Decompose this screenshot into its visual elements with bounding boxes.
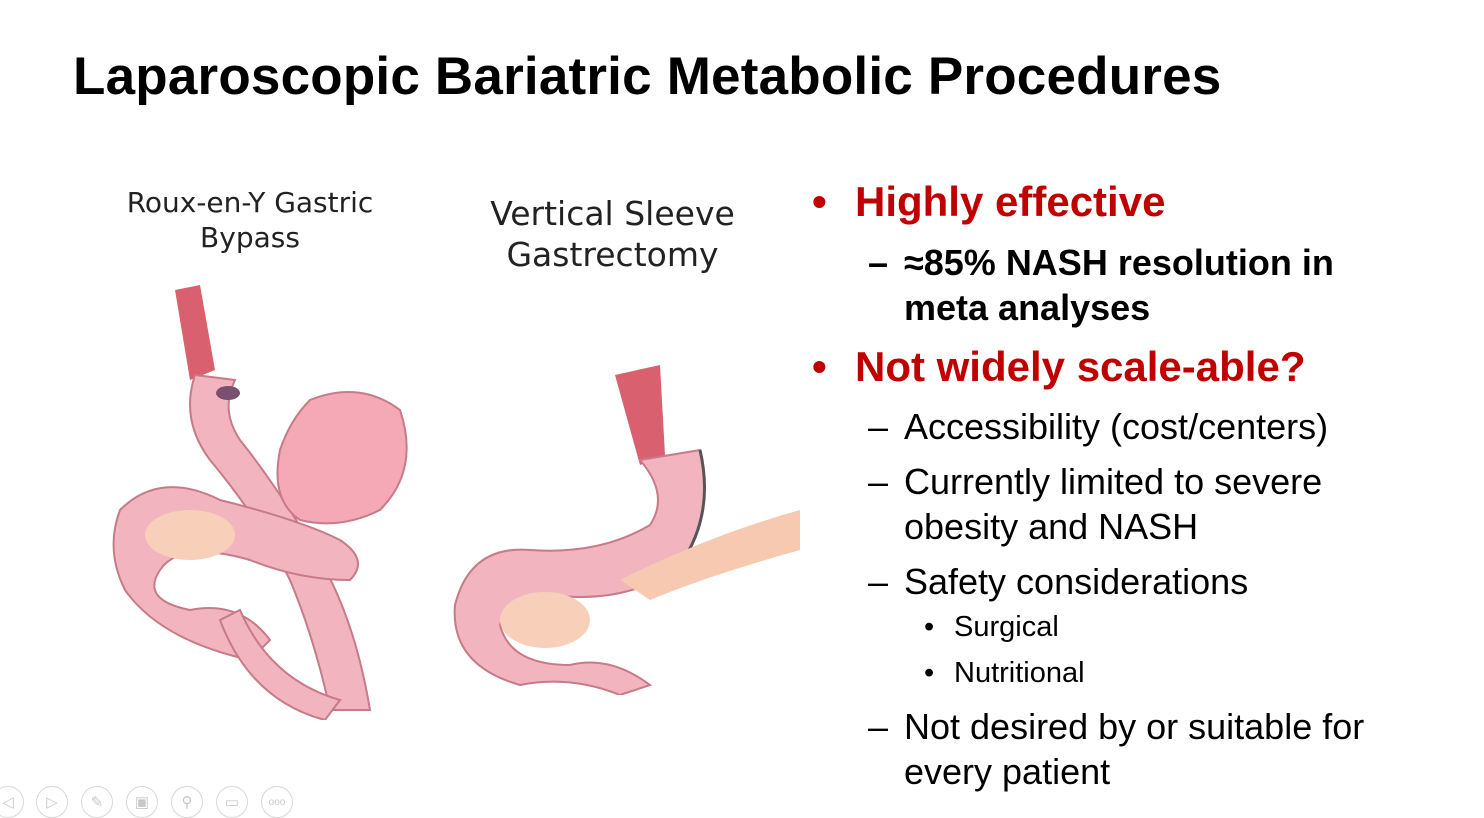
subtitles-icon[interactable]: ▭ <box>216 786 248 818</box>
more-icon[interactable]: ooo <box>261 786 293 818</box>
slides-icon[interactable]: ▣ <box>126 786 158 818</box>
bullet-dot: • <box>812 178 827 225</box>
sub-sub-bullet-text: Surgical <box>954 611 1059 643</box>
rygb-illustration <box>112 285 408 720</box>
dash: – <box>868 706 889 747</box>
sub-bullet-text: Currently limited to severe <box>904 461 1323 502</box>
sub-bullet-text: Not desired by or suitable for <box>904 706 1365 747</box>
sub-bullet-text: every patient <box>904 751 1111 792</box>
dash: – <box>868 242 889 283</box>
sub-bullet-text: Safety considerations <box>904 561 1249 602</box>
zoom-icon[interactable]: ⚲ <box>171 786 203 818</box>
dash: – <box>868 461 889 502</box>
bullet-dot: • <box>924 657 935 689</box>
sleeve-gastrectomy-illustration <box>453 365 800 695</box>
figure-caption-rygb: Roux-en-Y Gastric Bypass <box>100 185 400 255</box>
sub-bullet-text: ≈85% NASH resolution in <box>904 242 1334 283</box>
previous-icon[interactable]: ◁ <box>0 786 24 818</box>
bullet-dot: • <box>924 611 935 643</box>
bullet-dot: • <box>812 343 827 390</box>
dash: – <box>868 406 889 447</box>
caption-line: Gastrectomy <box>506 235 719 275</box>
sub-bullet-text: obesity and NASH <box>904 506 1199 547</box>
next-icon[interactable]: ▷ <box>36 786 68 818</box>
slide-title: Laparoscopic Bariatric Metabolic Procedu… <box>73 47 1222 106</box>
bullet-list: • Highly effective – ≈85% NASH resolution … <box>812 178 1472 798</box>
caption-line: Vertical Sleeve <box>490 194 735 233</box>
bullet-text: Highly effective <box>855 178 1166 225</box>
sub-bullet-text: Accessibility (cost/centers) <box>904 406 1329 447</box>
bullet-text: Not widely scale-able? <box>855 343 1306 390</box>
figure-caption-sleeve: Vertical Sleeve Gastrectomy <box>460 193 765 276</box>
dash: – <box>868 561 889 602</box>
pen-icon[interactable]: ✎ <box>81 786 113 818</box>
sub-bullet-text: meta analyses <box>904 287 1151 328</box>
sub-sub-bullet-text: Nutritional <box>954 657 1085 689</box>
caption-line: Bypass <box>200 221 300 254</box>
caption-line: Roux-en-Y Gastric <box>126 186 374 219</box>
